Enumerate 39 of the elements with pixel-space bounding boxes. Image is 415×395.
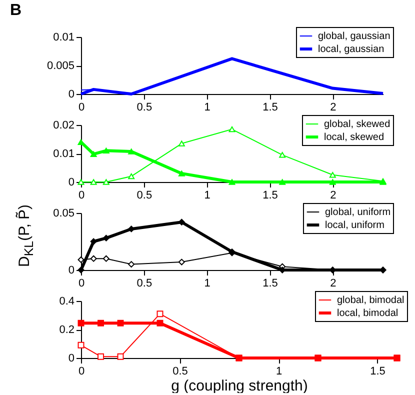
legend-label: global, gaussian [318,31,390,42]
x-tick-label: 0.5 [136,102,152,114]
x-tick-label: 1.5 [262,190,278,202]
y-tick-label: 0 [68,264,74,276]
x-tick-label: 1 [204,278,210,290]
y-tick-label: 0.01 [53,148,74,160]
y-tick-label: 0.02 [53,120,74,132]
legend-label: global, uniform [325,207,391,218]
x-tick-label: 1 [276,366,282,378]
y-tick-label: 0.05 [53,208,74,220]
chart-title: B [10,2,22,20]
x-tick-label: 1.5 [262,102,278,114]
legend-label: local, skewed [324,132,384,143]
legend-label: local, gaussian [318,44,384,55]
x-tick-label: 2 [330,190,336,202]
x-tick-label: 0 [78,102,85,114]
y-tick-label: 0 [68,88,74,100]
y-tick-label: 0.2 [59,324,74,336]
x-tick-label: 0.5 [136,190,152,202]
x-tick-label: 2 [330,278,336,290]
x-tick-label: 0.5 [136,278,152,290]
x-tick-label: 1.5 [370,366,386,378]
x-tick-label: 1.5 [262,278,278,290]
y-tick-label: 0.4 [59,296,74,308]
x-tick-label: 1 [204,102,210,114]
x-tick-label: 0 [78,366,85,378]
x-tick-label: 0 [78,278,85,290]
x-tick-label: 0 [78,190,85,202]
legend-label: global, bimodal [337,295,404,306]
y-tick-label: 0.01 [53,32,74,44]
y-tick-label: 0 [68,176,74,188]
legend-label: local, uniform [325,220,384,231]
y-tick-label: 0 [68,352,74,364]
legend-label: local, bimodal [337,308,398,319]
y-tick-label: 0.005 [46,60,74,72]
x-tick-label: 1 [204,190,210,202]
legend-label: global, skewed [324,119,390,130]
x-tick-label: 0.5 [172,366,188,378]
x-tick-label: 2 [330,102,336,114]
